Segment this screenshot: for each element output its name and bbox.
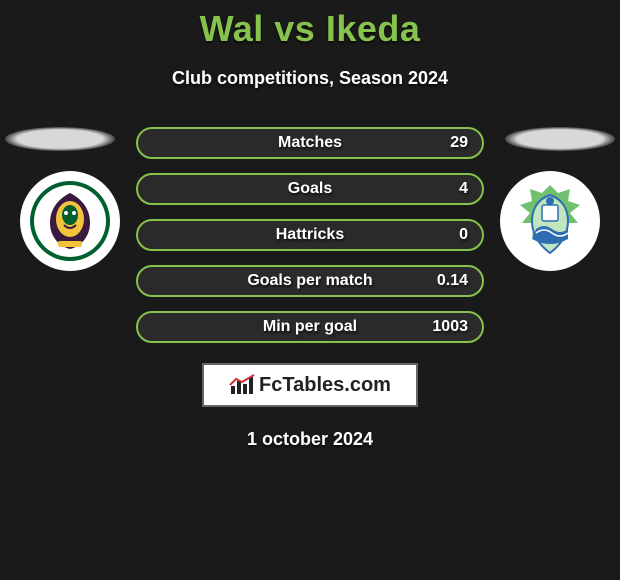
date-text: 1 october 2024 bbox=[0, 429, 620, 450]
stat-value: 4 bbox=[459, 180, 468, 198]
stat-label: Goals bbox=[288, 180, 332, 198]
shonan-bellmare-crest-icon bbox=[508, 179, 592, 263]
stat-value: 29 bbox=[450, 134, 468, 152]
left-team-crest bbox=[20, 171, 120, 271]
stat-value: 0.14 bbox=[437, 272, 468, 290]
stat-label: Min per goal bbox=[263, 318, 357, 336]
brand-text: FcTables.com bbox=[259, 374, 391, 397]
stat-label: Goals per match bbox=[247, 272, 372, 290]
page-title: Wal vs Ikeda bbox=[0, 0, 620, 50]
stat-row: Goals per match 0.14 bbox=[136, 265, 484, 297]
brand-box: FcTables.com bbox=[202, 363, 418, 407]
left-shadow bbox=[5, 127, 115, 151]
stat-value: 1003 bbox=[432, 318, 468, 336]
stat-row: Goals 4 bbox=[136, 173, 484, 205]
stat-label: Hattricks bbox=[276, 226, 344, 244]
stat-label: Matches bbox=[278, 134, 342, 152]
stats-list: Matches 29 Goals 4 Hattricks 0 Goals per match… bbox=[136, 127, 484, 343]
subtitle: Club competitions, Season 2024 bbox=[0, 68, 620, 89]
tokyo-verdy-crest-icon bbox=[28, 179, 112, 263]
stat-row: Min per goal 1003 bbox=[136, 311, 484, 343]
right-shadow bbox=[505, 127, 615, 151]
stat-row: Hattricks 0 bbox=[136, 219, 484, 251]
right-team-crest bbox=[500, 171, 600, 271]
stat-row: Matches 29 bbox=[136, 127, 484, 159]
bar-chart-icon bbox=[229, 374, 255, 396]
stat-value: 0 bbox=[459, 226, 468, 244]
comparison-panel: Matches 29 Goals 4 Hattricks 0 Goals per match… bbox=[0, 127, 620, 450]
